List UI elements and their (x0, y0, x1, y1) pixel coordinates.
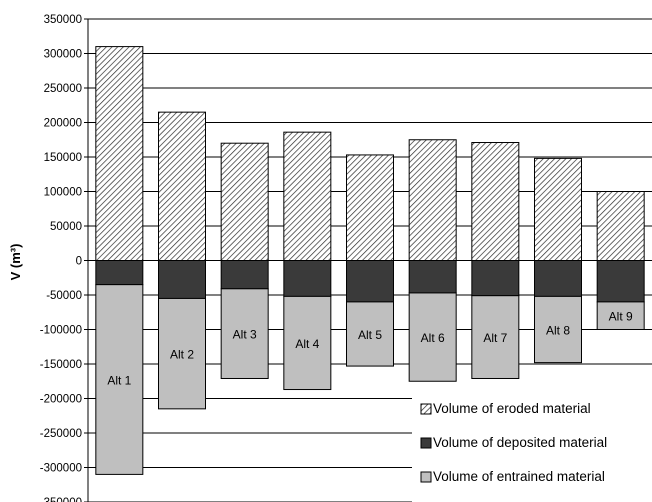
bar-deposited (346, 260, 394, 303)
y-tick-label: -300000 (40, 463, 82, 475)
bar-deposited (534, 260, 582, 297)
bar-deposited (596, 260, 645, 303)
category-label: Alt 9 (609, 310, 633, 324)
category-label: Alt 5 (358, 328, 382, 342)
bar-deposited (158, 260, 206, 299)
bar-eroded (95, 46, 144, 261)
bar-eroded (346, 154, 394, 261)
legend-swatch (420, 437, 432, 449)
y-tick-label: 200000 (44, 118, 82, 130)
y-tick-label: 300000 (44, 49, 82, 61)
bar-eroded (471, 142, 520, 261)
bar-entrained (596, 301, 645, 330)
bar-deposited (220, 260, 269, 290)
category-label: Alt 1 (107, 374, 131, 388)
y-axis-label: V (m³) (8, 244, 23, 281)
bar-eroded (220, 142, 269, 261)
category-label: Alt 7 (483, 331, 507, 345)
category-label: Alt 2 (170, 348, 194, 362)
bar-entrained (408, 292, 457, 382)
bar-deposited (283, 260, 332, 297)
y-tick-label: -100000 (40, 325, 82, 337)
y-tick-label: -350000 (40, 497, 82, 502)
bar-entrained (158, 297, 206, 410)
y-tick-label: 0 (76, 256, 82, 268)
category-label: Alt 6 (421, 331, 445, 345)
y-tick-label: -150000 (40, 359, 82, 371)
y-tick-label: -50000 (46, 290, 82, 302)
category-label: Alt 8 (546, 324, 570, 338)
y-tick-label: 150000 (44, 152, 82, 164)
bar-entrained (534, 295, 582, 364)
y-tick-label: 50000 (50, 221, 82, 233)
bar-deposited (408, 260, 457, 294)
bar-entrained (220, 288, 269, 379)
bar-deposited (95, 260, 144, 286)
bar-eroded (158, 111, 206, 262)
legend-swatch (420, 471, 432, 483)
legend-label: Volume of deposited material (433, 435, 607, 450)
bars (95, 46, 645, 475)
legend-label: Volume of eroded material (433, 401, 591, 416)
bar-eroded (408, 139, 457, 261)
bar-deposited (471, 260, 520, 297)
bar-entrained (95, 284, 144, 475)
bar-entrained (283, 295, 332, 391)
bar-entrained (471, 295, 520, 379)
axes (87, 19, 652, 502)
category-labels: Alt 1 Alt 2 Alt 3 Alt 4 Alt 5 Alt 6 Alt 7 Alt 8… (107, 310, 633, 388)
y-tick-label: 250000 (44, 83, 82, 95)
y-tick-label: -250000 (40, 428, 82, 440)
bar-eroded (283, 131, 332, 261)
y-tick-label: -200000 (40, 394, 82, 406)
category-label: Alt 4 (295, 337, 319, 351)
legend: Volume of eroded material Volume of depos… (412, 398, 652, 502)
legend-swatch (420, 403, 432, 415)
bar-eroded (596, 191, 645, 261)
legend-background (412, 398, 652, 502)
bar-entrained (346, 301, 394, 367)
bar-eroded (534, 157, 582, 262)
y-tick-label: 350000 (44, 14, 82, 26)
y-tick-label: 100000 (44, 187, 82, 199)
y-axis-ticks: 350000 300000 250000 200000 150000 100000 5000… (40, 14, 88, 502)
legend-label: Volume of entrained material (433, 469, 605, 484)
category-label: Alt 3 (233, 328, 257, 342)
